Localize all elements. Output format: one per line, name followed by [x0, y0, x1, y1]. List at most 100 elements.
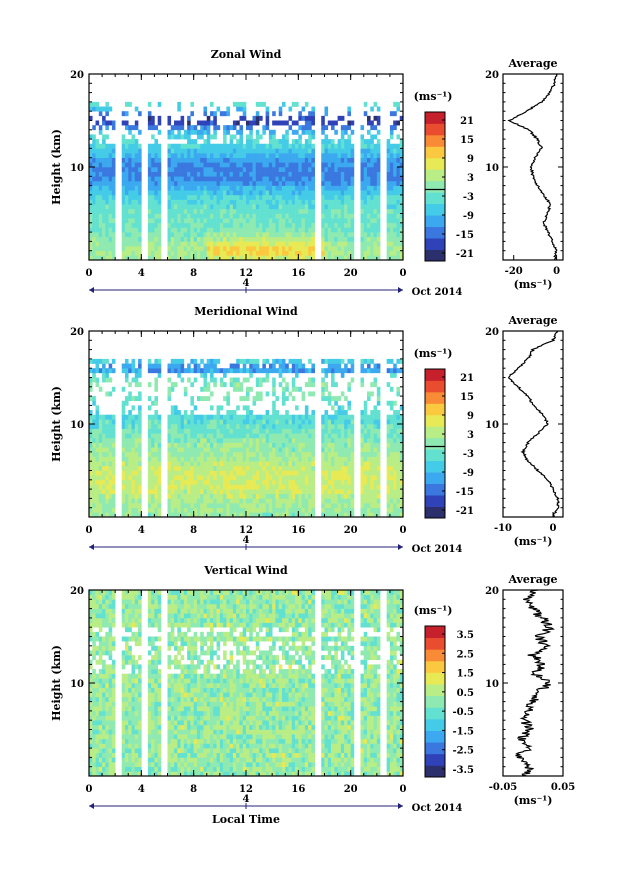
heatmap-cell — [265, 227, 270, 233]
heatmap-cell — [213, 180, 217, 186]
heatmap-cell — [262, 461, 266, 467]
heatmap-cell — [206, 507, 211, 513]
heatmap-cell — [324, 437, 329, 443]
heatmap-cell — [275, 447, 280, 453]
heatmap-cell — [291, 204, 296, 210]
heatmap-cell — [219, 424, 224, 429]
heatmap-cell — [187, 194, 191, 200]
heatmap-cell — [177, 465, 181, 471]
heatmap-cell — [396, 162, 401, 168]
heatmap-cell — [308, 125, 312, 131]
heatmap-cell — [311, 185, 315, 191]
heatmap-cell — [232, 451, 237, 457]
heatmap-cell — [180, 185, 185, 191]
heatmap-cell — [389, 475, 394, 481]
heatmap-cell — [242, 424, 247, 429]
heatmap-cell — [324, 199, 329, 205]
heatmap-cell — [190, 442, 194, 448]
heatmap-cell — [138, 143, 142, 149]
heatmap-cell — [249, 250, 253, 256]
heatmap-cell — [203, 204, 208, 210]
heatmap-cell — [321, 222, 325, 228]
heatmap-cell — [108, 368, 113, 374]
heatmap-cell — [334, 167, 338, 172]
heatmap-cell — [203, 227, 208, 233]
heatmap-cell — [255, 484, 260, 490]
heatmap-cell — [92, 484, 96, 490]
heatmap-cell — [236, 222, 240, 228]
heatmap-cell — [252, 396, 257, 402]
heatmap-cell — [255, 391, 260, 397]
heatmap-cell — [350, 213, 355, 219]
heatmap-cell — [311, 419, 315, 425]
heatmap-cell — [370, 507, 374, 513]
heatmap-cell — [102, 447, 106, 453]
heatmap-cell — [321, 157, 325, 163]
heatmap-cell — [131, 405, 136, 411]
heatmap-cell — [134, 222, 139, 228]
heatmap-cell — [285, 139, 289, 145]
heatmap-cell — [108, 428, 113, 434]
heatmap-cell — [360, 377, 365, 383]
heatmap-cell — [170, 162, 175, 168]
heatmap-cell — [360, 470, 365, 476]
heatmap-cell — [304, 143, 309, 149]
heatmap-cell — [180, 377, 185, 383]
heatmap-cell — [167, 484, 172, 490]
heatmap-cell — [373, 148, 378, 154]
heatmap-cell — [124, 125, 129, 131]
heatmap-cell — [121, 507, 126, 513]
heatmap-cell — [344, 236, 348, 242]
heatmap-cell — [259, 157, 263, 163]
heatmap-cell — [124, 180, 129, 186]
heatmap-cell — [174, 143, 178, 149]
heatmap-cell — [177, 358, 181, 364]
heatmap-cell — [340, 194, 345, 200]
heatmap-cell — [98, 456, 103, 462]
heatmap-cell — [350, 442, 355, 448]
heatmap-cell — [311, 176, 315, 182]
heatmap-cell — [393, 456, 397, 462]
heatmap-cell — [321, 129, 325, 135]
heatmap-cell — [242, 157, 247, 163]
heatmap-cell — [131, 493, 136, 499]
heatmap-cell — [131, 368, 136, 374]
heatmap-cell — [259, 134, 263, 140]
heatmap-cell — [190, 382, 194, 388]
heatmap-cell — [180, 190, 185, 196]
heatmap-cell — [206, 386, 211, 392]
heatmap-cell — [363, 227, 368, 233]
heatmap-cell — [232, 484, 237, 490]
heatmap-cell — [281, 134, 286, 140]
heatmap-cell — [147, 255, 152, 261]
heatmap-cell — [386, 428, 391, 434]
heatmap-cell — [210, 372, 214, 378]
heatmap-cell — [200, 386, 204, 392]
heatmap-cell — [203, 437, 208, 443]
heatmap-cell — [393, 498, 397, 504]
heatmap-cell — [295, 461, 299, 467]
heatmap-cell — [331, 125, 335, 131]
heatmap-cell — [246, 456, 250, 462]
heatmap-cell — [138, 470, 142, 476]
heatmap-cell — [350, 199, 355, 205]
heatmap-cell — [219, 437, 224, 443]
heatmap-cell — [396, 199, 401, 205]
heatmap-cell — [167, 428, 172, 434]
heatmap-cell — [167, 512, 172, 518]
heatmap-cell — [252, 456, 257, 462]
heatmap-cell — [347, 171, 351, 177]
heatmap-cell — [92, 218, 96, 224]
heatmap-cell — [340, 208, 345, 214]
heatmap-cell — [147, 396, 152, 402]
heatmap-cells — [89, 358, 404, 518]
heatmap-cell — [304, 456, 309, 462]
heatmap-cell — [131, 451, 136, 457]
heatmap-cell — [239, 386, 244, 392]
heatmap-cell — [242, 475, 247, 481]
heatmap-cell — [275, 512, 280, 518]
heatmap-cell — [111, 484, 116, 490]
heatmap-cell — [291, 236, 296, 242]
heatmap-cell — [108, 157, 113, 163]
heatmap-cell — [187, 208, 191, 214]
